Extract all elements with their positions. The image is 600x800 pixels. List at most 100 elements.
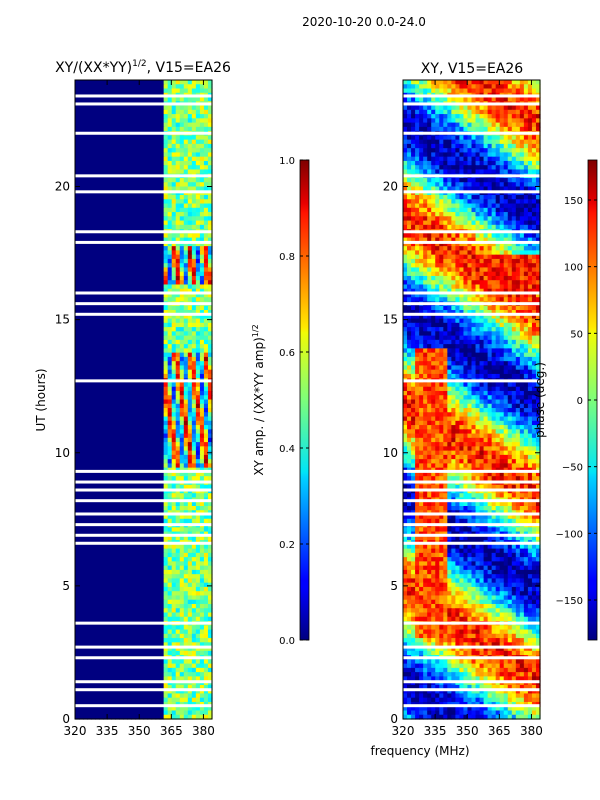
heatmap-cell — [107, 437, 112, 443]
heatmap-cell — [95, 275, 100, 281]
heatmap-cell — [87, 629, 92, 635]
heatmap-cell — [119, 471, 124, 477]
heatmap-cell — [79, 484, 84, 490]
heatmap-cell — [187, 109, 193, 115]
heatmap-cell — [183, 310, 189, 315]
heatmap-cell — [143, 293, 149, 298]
heatmap-cell — [139, 442, 145, 447]
heatmap-cell — [199, 293, 205, 298]
heatmap-cell — [175, 356, 181, 362]
heatmap-cell — [147, 344, 153, 349]
heatmap-cell — [171, 237, 177, 243]
heatmap-cell — [175, 616, 181, 622]
heatmap-cell — [143, 395, 149, 401]
heatmap-cell — [163, 433, 169, 439]
heatmap-cell — [107, 314, 112, 320]
heatmap-cell — [203, 616, 209, 622]
heatmap-cell — [119, 126, 124, 132]
heatmap-cell — [119, 314, 124, 320]
heatmap-cell — [99, 420, 104, 426]
heatmap-cell — [87, 437, 92, 443]
heatmap-cell — [147, 578, 153, 584]
heatmap-cell — [171, 433, 177, 439]
heatmap-cell — [115, 293, 120, 298]
heatmap-cell — [203, 633, 209, 639]
heatmap-cell — [151, 565, 157, 571]
heatmap-cell — [131, 318, 137, 324]
heatmap-cell — [95, 446, 100, 452]
heatmap-cell — [103, 105, 108, 111]
heatmap-cell — [107, 518, 112, 524]
heatmap-cell — [167, 386, 173, 392]
heatmap-cell — [75, 616, 80, 622]
heatmap-cell — [171, 463, 177, 469]
heatmap-cell — [131, 693, 137, 699]
heatmap-cell — [163, 552, 169, 558]
heatmap-cell — [111, 689, 116, 695]
heatmap-cell — [111, 207, 116, 213]
heatmap-cell — [171, 186, 177, 192]
heatmap-cell — [199, 246, 205, 251]
heatmap-cell — [119, 595, 124, 601]
heatmap-cell — [131, 237, 137, 243]
heatmap-cell — [87, 156, 92, 162]
heatmap-cell — [139, 582, 145, 588]
heatmap-cell — [83, 212, 88, 217]
heatmap-cell — [207, 212, 213, 217]
heatmap-cell — [123, 501, 128, 507]
heatmap-cell — [187, 476, 193, 482]
heatmap-cell — [151, 429, 157, 435]
heatmap-cell — [79, 314, 84, 320]
heatmap-cell — [83, 335, 88, 341]
heatmap-cell — [139, 399, 145, 405]
heatmap-cell — [87, 263, 92, 269]
heatmap-cell — [167, 676, 173, 682]
heatmap-cell — [83, 195, 88, 200]
heatmap-cell — [87, 676, 92, 682]
heatmap-cell — [195, 403, 201, 409]
heatmap-cell — [175, 199, 181, 205]
heatmap-cell — [207, 143, 213, 149]
heatmap-cell — [167, 544, 173, 550]
heatmap-cell — [111, 148, 116, 154]
heatmap-cell — [135, 386, 141, 392]
heatmap-cell — [123, 118, 128, 124]
heatmap-cell — [147, 684, 153, 690]
heatmap-cell — [99, 288, 104, 294]
heatmap-cell — [131, 135, 137, 141]
heatmap-cell — [195, 152, 201, 158]
heatmap-cell — [75, 143, 80, 149]
heatmap-cell — [175, 220, 181, 226]
heatmap-cell — [171, 139, 177, 145]
heatmap-cell — [187, 663, 193, 669]
heatmap-cell — [183, 676, 189, 682]
heatmap-cell — [87, 361, 92, 367]
heatmap-cell — [159, 459, 165, 464]
heatmap-cell — [131, 616, 137, 622]
heatmap-cell — [83, 420, 88, 426]
heatmap-cell — [155, 224, 161, 230]
heatmap-cell — [191, 595, 197, 601]
heatmap-cell — [127, 595, 133, 601]
heatmap-cell — [75, 203, 80, 209]
heatmap-cell — [143, 135, 149, 141]
heatmap-cell — [83, 599, 88, 605]
heatmap-cell — [155, 382, 161, 388]
heatmap-cell — [167, 667, 173, 673]
heatmap-cell — [183, 395, 189, 401]
heatmap-cell — [107, 616, 112, 622]
heatmap-cell — [171, 84, 177, 90]
heatmap-cell — [103, 314, 108, 320]
heatmap-cell — [203, 207, 209, 213]
heatmap-cell — [159, 361, 165, 367]
heatmap-cell — [91, 552, 96, 558]
heatmap-cell — [207, 80, 213, 85]
heatmap-cell — [135, 250, 141, 256]
heatmap-cell — [79, 642, 84, 648]
heatmap-cell — [175, 114, 181, 119]
heatmap-cell — [75, 463, 80, 469]
heatmap-cell — [135, 212, 141, 217]
heatmap-cell — [171, 420, 177, 426]
heatmap-cell — [135, 608, 141, 614]
heatmap-cell — [131, 459, 137, 464]
